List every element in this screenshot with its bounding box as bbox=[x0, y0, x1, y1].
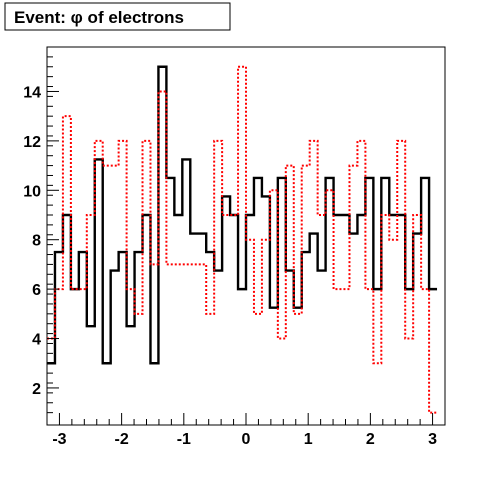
x-tick-label: 2 bbox=[366, 431, 375, 448]
x-tick-label: 1 bbox=[304, 431, 313, 448]
x-tick-label: 3 bbox=[428, 431, 437, 448]
y-tick-label: 14 bbox=[23, 84, 41, 101]
series-layer bbox=[47, 65, 438, 414]
y-tick-label: 8 bbox=[32, 233, 41, 250]
y-tick-label: 6 bbox=[32, 282, 41, 299]
x-tick-label: -3 bbox=[52, 431, 66, 448]
x-tick-label: -1 bbox=[177, 431, 191, 448]
x-tick-label: 0 bbox=[242, 431, 251, 448]
y-tick-label: 12 bbox=[23, 134, 41, 151]
series-1-line bbox=[47, 65, 438, 365]
series-2-line bbox=[47, 65, 438, 414]
y-tick-label: 4 bbox=[32, 332, 41, 349]
y-tick-label: 2 bbox=[32, 381, 41, 398]
title-box: Event: φ of electrons bbox=[4, 2, 231, 31]
x-tick-label: -2 bbox=[115, 431, 129, 448]
y-tick-label: 10 bbox=[23, 183, 41, 200]
chart-title: Event: φ of electrons bbox=[14, 8, 184, 27]
title-box-frame bbox=[4, 2, 231, 31]
